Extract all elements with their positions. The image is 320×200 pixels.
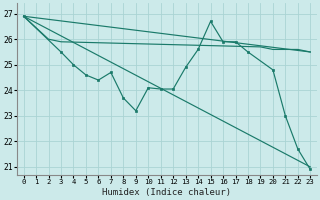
X-axis label: Humidex (Indice chaleur): Humidex (Indice chaleur) — [102, 188, 231, 197]
